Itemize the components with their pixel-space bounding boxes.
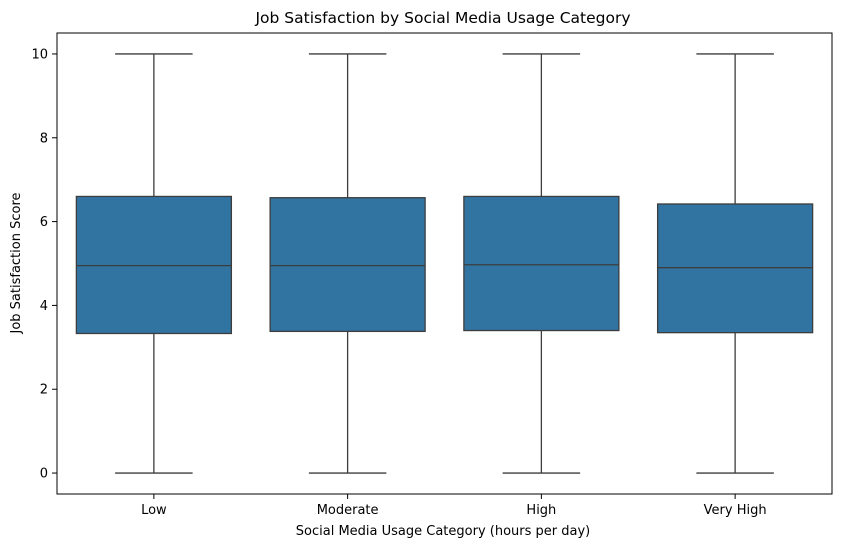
y-tick-label: 0 [40, 467, 48, 482]
y-tick-label: 6 [40, 215, 48, 230]
y-tick-label: 10 [31, 47, 48, 62]
plot-frame [56, 32, 833, 495]
x-axis-label: Social Media Usage Category (hours per d… [296, 524, 590, 539]
box-group [656, 53, 814, 474]
iqr-box [269, 197, 426, 333]
box-group [463, 53, 620, 474]
x-tick-label: High [526, 503, 556, 518]
x-tick-label: Very High [704, 503, 767, 518]
x-axis: Low Moderate High Very High [141, 494, 767, 518]
y-tick-label: 4 [40, 299, 48, 314]
x-tick-label: Low [141, 503, 167, 518]
y-tick-label: 8 [40, 131, 48, 146]
x-tick-label: Moderate [317, 503, 379, 518]
iqr-box [463, 195, 620, 332]
plot-area [75, 53, 814, 474]
box-group [75, 53, 233, 474]
y-tick-label: 2 [40, 383, 48, 398]
y-axis-label: Job Satisfaction Score [9, 192, 24, 334]
chart-title: Job Satisfaction by Social Media Usage C… [254, 9, 630, 27]
box-group [269, 53, 426, 474]
y-axis: 0 2 4 6 8 10 [31, 47, 57, 482]
